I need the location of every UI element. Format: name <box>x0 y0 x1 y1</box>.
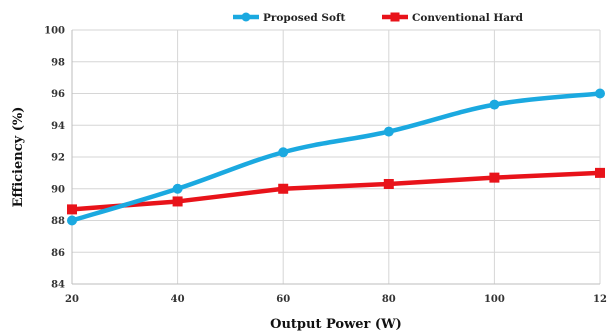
y-tick-label: 84 <box>51 280 65 291</box>
y-tick-label: 98 <box>51 57 65 68</box>
data-point-square <box>172 196 183 207</box>
y-axis-title: Efficiency (%) <box>11 107 26 208</box>
legend-label: Proposed Soft <box>263 12 345 24</box>
y-tick-label: 96 <box>51 89 65 100</box>
y-tick-label: 88 <box>51 216 65 227</box>
y-tick-label: 90 <box>51 184 65 195</box>
x-tick-label: 60 <box>276 294 290 305</box>
legend-marker <box>241 12 251 22</box>
x-axis-ticks: 20 40 60 80 100 12 <box>65 294 607 305</box>
series-line <box>69 170 603 212</box>
x-tick-label: 20 <box>65 294 79 305</box>
series-proposed-soft <box>67 88 605 226</box>
data-point-square <box>278 183 289 194</box>
y-tick-label: 86 <box>51 248 65 259</box>
data-point-circle <box>67 215 77 226</box>
x-axis-title: Output Power (W) <box>270 317 402 332</box>
y-tick-label: 94 <box>51 121 65 132</box>
y-tick-label: 100 <box>44 26 65 37</box>
data-point-circle <box>278 147 289 158</box>
y-axis-ticks: 84 86 88 90 92 94 96 98 100 <box>44 26 65 291</box>
data-point-square <box>595 167 605 178</box>
legend-label: Conventional Hard <box>412 12 524 24</box>
x-tick-label: 100 <box>484 294 505 305</box>
series-conventional-hard <box>67 167 605 215</box>
data-point-square <box>383 178 394 189</box>
x-tick-label: 40 <box>171 294 185 305</box>
legend: Proposed Soft Conventional Hard <box>233 12 524 24</box>
data-point-circle <box>383 126 394 137</box>
data-point-square <box>67 204 77 215</box>
data-point-circle <box>595 88 605 99</box>
data-point-circle <box>489 99 500 110</box>
legend-item: Conventional Hard <box>382 12 524 24</box>
grid <box>71 29 601 285</box>
data-point-circle <box>172 183 183 194</box>
y-tick-label: 92 <box>51 153 65 164</box>
x-tick-label: 12 <box>593 294 607 305</box>
x-tick-label: 80 <box>382 294 396 305</box>
data-point-square <box>489 172 500 183</box>
series-line <box>69 91 603 223</box>
series <box>67 88 605 226</box>
legend-item: Proposed Soft <box>233 12 345 24</box>
legend-marker <box>390 12 400 22</box>
